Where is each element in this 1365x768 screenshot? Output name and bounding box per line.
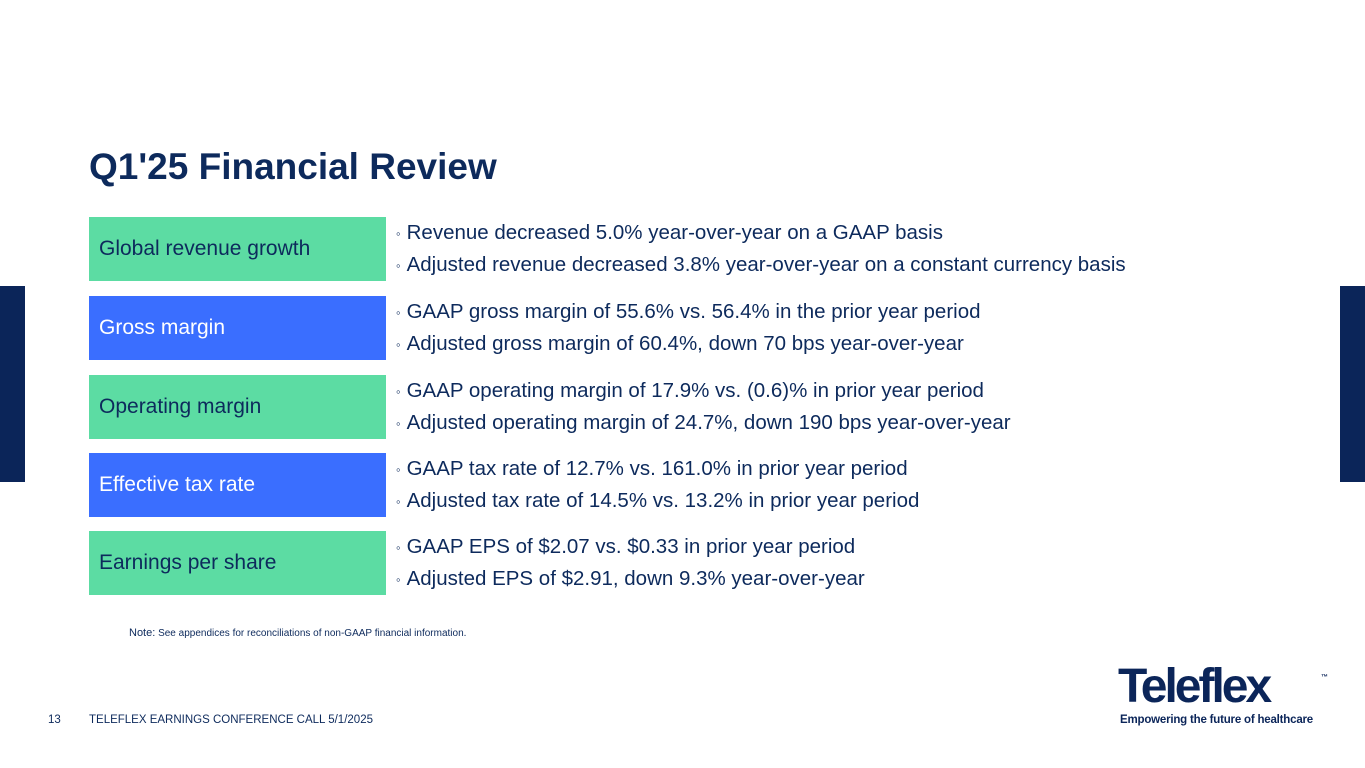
bullet-icon: ◦ <box>396 461 401 477</box>
page-title: Q1'25 Financial Review <box>89 146 497 187</box>
bullet-icon: ◦ <box>396 225 401 241</box>
bullet-icon: ◦ <box>396 304 401 320</box>
review-row-operating-margin: Operating margin ◦ GAAP operating margin … <box>89 375 1289 439</box>
logo-tagline: Empowering the future of healthcare <box>1120 714 1313 726</box>
trademark-symbol: ™ <box>1321 674 1328 681</box>
row-label: Global revenue growth <box>89 217 386 281</box>
bullet-item: ◦ GAAP gross margin of 55.6% vs. 56.4% in… <box>396 300 981 323</box>
row-bullets: ◦ GAAP EPS of $2.07 vs. $0.33 in prior ye… <box>396 531 865 595</box>
row-bullets: ◦ Revenue decreased 5.0% year-over-year o… <box>396 217 1126 281</box>
left-accent-bar <box>0 286 25 482</box>
bullet-icon: ◦ <box>396 415 401 431</box>
row-label: Effective tax rate <box>89 453 386 517</box>
row-bullets: ◦ GAAP gross margin of 55.6% vs. 56.4% in… <box>396 296 981 360</box>
review-row-revenue: Global revenue growth ◦ Revenue decreased… <box>89 217 1289 281</box>
bullet-item: ◦ Adjusted operating margin of 24.7%, dow… <box>396 411 1011 434</box>
footnote: Note: See appendices for reconciliations… <box>129 627 466 639</box>
event-title: TELEFLEX EARNINGS CONFERENCE CALL 5/1/20… <box>89 714 373 726</box>
row-label: Earnings per share <box>89 531 386 595</box>
bullet-item: ◦ Adjusted gross margin of 60.4%, down 70… <box>396 332 964 355</box>
bullet-item: ◦ Revenue decreased 5.0% year-over-year o… <box>396 221 943 244</box>
row-bullets: ◦ GAAP tax rate of 12.7% vs. 161.0% in pr… <box>396 453 919 517</box>
bullet-icon: ◦ <box>396 571 401 587</box>
review-row-tax-rate: Effective tax rate ◦ GAAP tax rate of 12.… <box>89 453 1289 517</box>
bullet-item: ◦ Adjusted EPS of $2.91, down 9.3% year-o… <box>396 567 865 590</box>
bullet-item: ◦ GAAP EPS of $2.07 vs. $0.33 in prior ye… <box>396 535 856 558</box>
bullet-icon: ◦ <box>396 336 401 352</box>
footnote-text: See appendices for reconciliations of no… <box>158 628 467 639</box>
row-label: Operating margin <box>89 375 386 439</box>
page-number: 13 <box>48 714 61 726</box>
footnote-label: Note: <box>129 627 156 639</box>
bullet-icon: ◦ <box>396 257 401 273</box>
bullet-icon: ◦ <box>396 493 401 509</box>
bullet-item: ◦ GAAP tax rate of 12.7% vs. 161.0% in pr… <box>396 457 908 480</box>
row-label: Gross margin <box>89 296 386 360</box>
review-row-gross-margin: Gross margin ◦ GAAP gross margin of 55.6%… <box>89 296 1289 360</box>
bullet-item: ◦ Adjusted revenue decreased 3.8% year-ov… <box>396 253 1126 276</box>
bullet-icon: ◦ <box>396 539 401 555</box>
review-row-eps: Earnings per share ◦ GAAP EPS of $2.07 vs… <box>89 531 1289 595</box>
bullet-item: ◦ GAAP operating margin of 17.9% vs. (0.6… <box>396 379 984 402</box>
bullet-item: ◦ Adjusted tax rate of 14.5% vs. 13.2% in… <box>396 489 920 512</box>
bullet-icon: ◦ <box>396 383 401 399</box>
right-accent-bar <box>1340 286 1365 482</box>
teleflex-logo: Teleflex ™ Empowering the future of heal… <box>1118 663 1333 733</box>
row-bullets: ◦ GAAP operating margin of 17.9% vs. (0.6… <box>396 375 1011 439</box>
logo-wordmark: Teleflex <box>1118 660 1272 713</box>
